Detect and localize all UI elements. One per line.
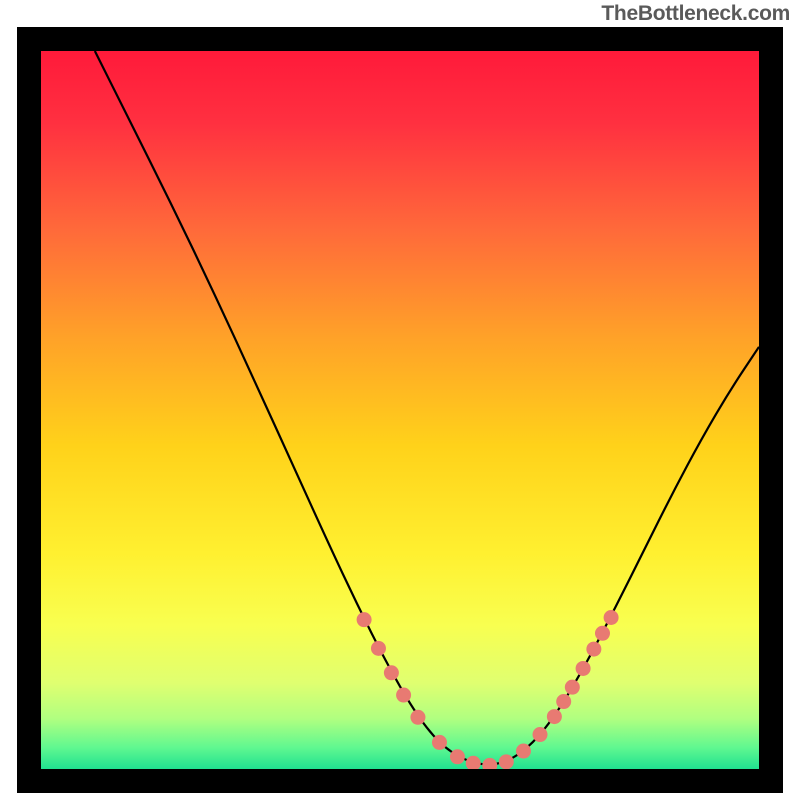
chart-frame <box>17 27 783 793</box>
chart-gradient-background <box>41 51 759 769</box>
watermark-text: TheBottleneck.com <box>601 2 790 26</box>
chart-canvas: TheBottleneck.com <box>0 0 800 800</box>
